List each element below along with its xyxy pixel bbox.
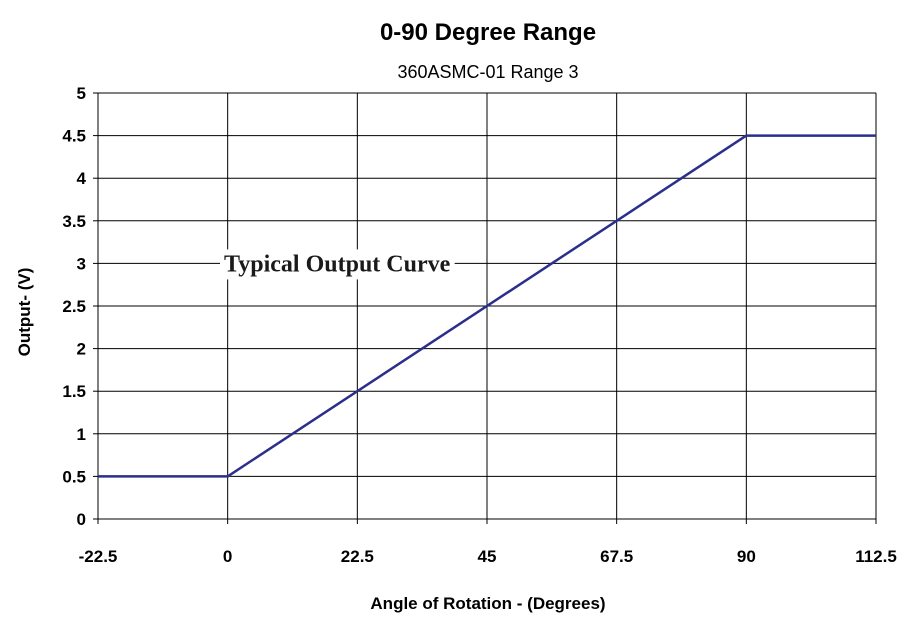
x-tick-label: 0 (223, 547, 232, 566)
y-tick-label: 1.5 (62, 382, 86, 401)
annotation-text: Typical Output Curve (224, 251, 451, 277)
x-tick-label: 45 (478, 547, 497, 566)
annotation-layer: Typical Output Curve (220, 249, 455, 279)
y-tick-label: 2 (77, 340, 86, 359)
y-tick-label: 4.5 (62, 127, 86, 146)
y-tick-label: 0.5 (62, 467, 86, 486)
x-tick-label: -22.5 (79, 547, 118, 566)
y-tick-label: 3.5 (62, 212, 86, 231)
y-tick-label: 1 (77, 425, 86, 444)
x-tick-label: 67.5 (600, 547, 633, 566)
annotation-group: Typical Output Curve (220, 249, 455, 279)
x-tick-label: 112.5 (855, 547, 897, 566)
y-tick-label: 2.5 (62, 297, 86, 316)
y-tick-label: 4 (77, 169, 87, 188)
chart-title: 0-90 Degree Range (380, 19, 596, 46)
x-tick-label: 90 (737, 547, 756, 566)
y-tick-label: 5 (77, 84, 86, 103)
x-axis-label: Angle of Rotation - (Degrees) (370, 594, 605, 613)
x-tick-label: 22.5 (341, 547, 374, 566)
y-tick-label: 3 (77, 254, 86, 273)
y-tick-label: 0 (77, 510, 86, 529)
chart-subtitle: 360ASMC-01 Range 3 (397, 62, 578, 82)
y-axis-label: Output- (V) (15, 268, 34, 357)
